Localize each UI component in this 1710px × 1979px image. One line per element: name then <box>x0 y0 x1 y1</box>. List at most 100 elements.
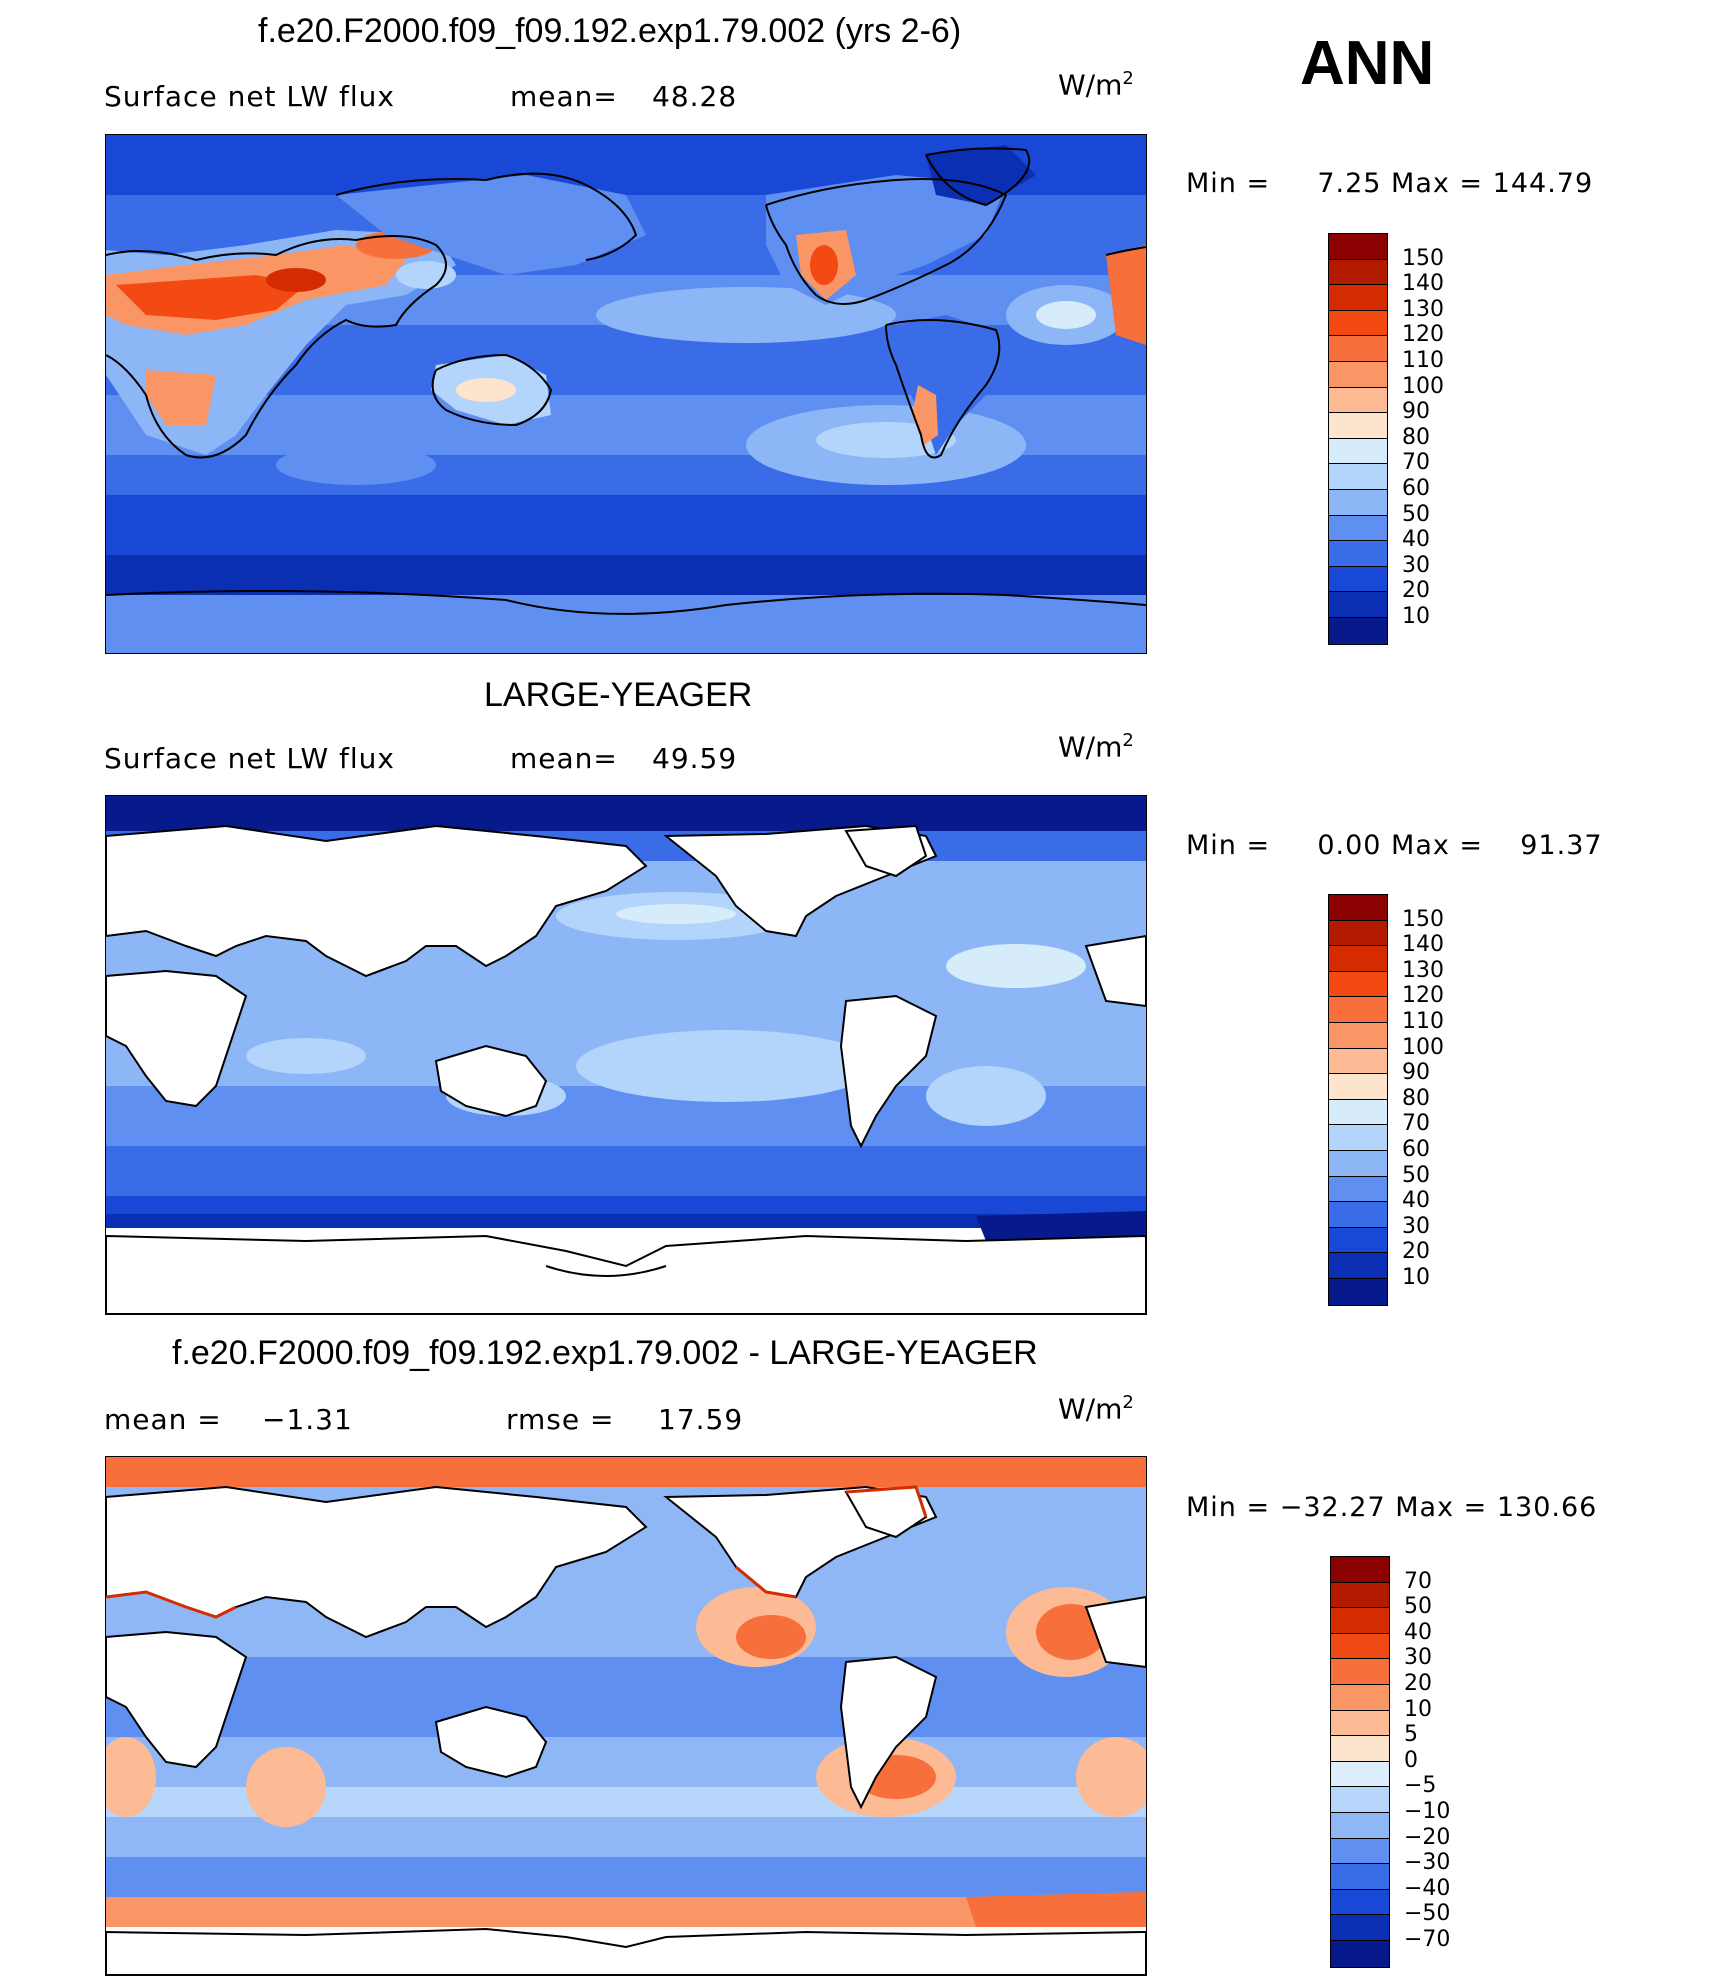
panel2-max-label: Max = <box>1391 830 1484 861</box>
colorbar-tick-label: 110 <box>1402 348 1444 373</box>
colorbar-swatch <box>1329 259 1387 286</box>
panel1-units: W/m2 <box>1058 68 1134 102</box>
panel3-mean-value: −1.31 <box>262 1403 353 1436</box>
panel2-map-svg <box>106 796 1146 1314</box>
colorbar-swatch <box>1329 310 1387 337</box>
season-label: ANN <box>1300 29 1435 98</box>
colorbar-swatch <box>1331 1684 1389 1711</box>
colorbar-swatch <box>1331 1582 1389 1609</box>
colorbar-swatch <box>1329 1048 1387 1075</box>
colorbar-swatch <box>1331 1557 1389 1583</box>
panel3-mean-label: mean = <box>104 1403 222 1436</box>
colorbar-tick-label: 130 <box>1402 957 1444 983</box>
colorbar-tick-label: 120 <box>1402 983 1444 1009</box>
panel2-mean-label: mean= <box>510 742 618 775</box>
panel1-mean-label: mean= <box>510 80 618 113</box>
panel2-mean-value: 49.59 <box>652 742 738 775</box>
panel1-max-label: Max = <box>1391 168 1484 199</box>
colorbar-tick-label: −10 <box>1404 1799 1451 1824</box>
colorbar-tick-label: −30 <box>1404 1850 1451 1876</box>
colorbar-swatch <box>1329 541 1387 567</box>
colorbar-swatch <box>1331 1812 1389 1839</box>
colorbar-tick-label: −50 <box>1404 1901 1451 1927</box>
panel3-title: f.e20.F2000.f09_f09.192.exp1.79.002 - LA… <box>172 1334 1038 1372</box>
colorbar-tick-label: 40 <box>1402 1188 1430 1214</box>
colorbar-tick-label: 70 <box>1402 1111 1430 1137</box>
panel3-min-value: −32.27 <box>1279 1492 1386 1523</box>
panel2-min-label: Min = <box>1186 830 1271 861</box>
colorbar-swatch <box>1331 1659 1389 1685</box>
colorbar-tick-label: −40 <box>1404 1875 1451 1901</box>
colorbar-tick-label: 50 <box>1404 1594 1432 1620</box>
colorbar-tick-label: 60 <box>1402 1137 1430 1162</box>
colorbar-tick-label: 150 <box>1402 906 1444 932</box>
colorbar-tick-label: 150 <box>1402 245 1444 271</box>
colorbar-swatch <box>1329 1253 1387 1279</box>
panel3-max-value: 130.66 <box>1496 1492 1598 1523</box>
panel2-minmax: Min = 0.00 Max = 91.37 <box>1186 830 1603 861</box>
colorbar-tick-label: 110 <box>1402 1009 1444 1034</box>
panel1-variable: Surface net LW flux <box>104 80 395 113</box>
colorbar-swatch <box>1331 1838 1389 1865</box>
panel2-title: LARGE-YEAGER <box>484 676 753 714</box>
colorbar-tick-label: 20 <box>1402 1239 1430 1265</box>
colorbar-swatch <box>1329 1125 1387 1151</box>
panel2-map <box>105 795 1147 1315</box>
colorbar-swatch <box>1329 234 1387 260</box>
colorbar-tick-label: 30 <box>1402 1213 1430 1239</box>
panel1-mean-value: 48.28 <box>652 80 738 113</box>
panel1-min-label: Min = <box>1186 168 1271 199</box>
colorbar-tick-label: 140 <box>1402 932 1444 958</box>
colorbar-tick-label: −70 <box>1404 1927 1451 1952</box>
colorbar-tick-label: 40 <box>1402 527 1430 553</box>
colorbar-swatch <box>1329 566 1387 593</box>
colorbar-swatch <box>1331 1787 1389 1813</box>
colorbar-swatch <box>1331 1940 1389 1967</box>
panel1-max-value: 144.79 <box>1492 168 1594 199</box>
colorbar-swatch <box>1329 1074 1387 1100</box>
colorbar-tick-label: 50 <box>1402 501 1430 527</box>
colorbar-swatches <box>1328 894 1388 1306</box>
colorbar-tick-label: 50 <box>1402 1162 1430 1188</box>
panel1-title: f.e20.F2000.f09_f09.192.exp1.79.002 (yrs… <box>258 12 962 50</box>
colorbar-tick-label: 130 <box>1402 296 1444 322</box>
colorbar-swatch <box>1329 617 1387 644</box>
panel2-max-value: 91.37 <box>1520 830 1603 861</box>
panel2-min-value: 0.00 <box>1317 830 1382 861</box>
colorbar-swatch <box>1329 895 1387 921</box>
colorbar-tick-label: 10 <box>1402 604 1430 629</box>
colorbar-tick-label: 80 <box>1402 424 1430 450</box>
panel3-max-label: Max = <box>1395 1492 1488 1523</box>
panel3-rmse-value: 17.59 <box>658 1403 744 1436</box>
colorbar-swatch <box>1329 413 1387 439</box>
colorbar-swatch <box>1329 1202 1387 1228</box>
panel3-map <box>105 1456 1147 1976</box>
colorbar-swatch <box>1329 361 1387 388</box>
colorbar-swatch <box>1329 920 1387 947</box>
colorbar-swatch <box>1329 1022 1387 1049</box>
panel2-units: W/m2 <box>1058 730 1134 764</box>
colorbar-tick-label: 40 <box>1404 1619 1432 1645</box>
colorbar-swatch <box>1331 1889 1389 1916</box>
panel3-minmax: Min = −32.27 Max = 130.66 <box>1186 1492 1597 1523</box>
colorbar-swatch <box>1331 1864 1389 1890</box>
colorbar-tick-label: 10 <box>1402 1265 1430 1290</box>
colorbar-tick-label: 30 <box>1402 552 1430 578</box>
colorbar-tick-label: −20 <box>1404 1824 1451 1850</box>
panel3-min-label: Min = <box>1186 1492 1271 1523</box>
colorbar-swatch <box>1331 1608 1389 1634</box>
colorbar-tick-label: 20 <box>1404 1671 1432 1696</box>
panel2-variable: Surface net LW flux <box>104 742 395 775</box>
panel1-min-value: 7.25 <box>1317 168 1382 199</box>
colorbar-swatch <box>1329 336 1387 362</box>
colorbar-swatch <box>1329 1176 1387 1203</box>
colorbar-swatch <box>1331 1710 1389 1737</box>
colorbar-tick-label: 90 <box>1402 399 1430 425</box>
colorbar-swatch <box>1331 1915 1389 1941</box>
colorbar-swatch <box>1329 971 1387 998</box>
colorbar-tick-label: 20 <box>1402 578 1430 604</box>
colorbar-tick-label: 80 <box>1402 1085 1430 1111</box>
colorbar-tick-label: −5 <box>1404 1773 1437 1799</box>
panel3-units: W/m2 <box>1058 1392 1134 1426</box>
colorbar-swatch <box>1329 1227 1387 1254</box>
